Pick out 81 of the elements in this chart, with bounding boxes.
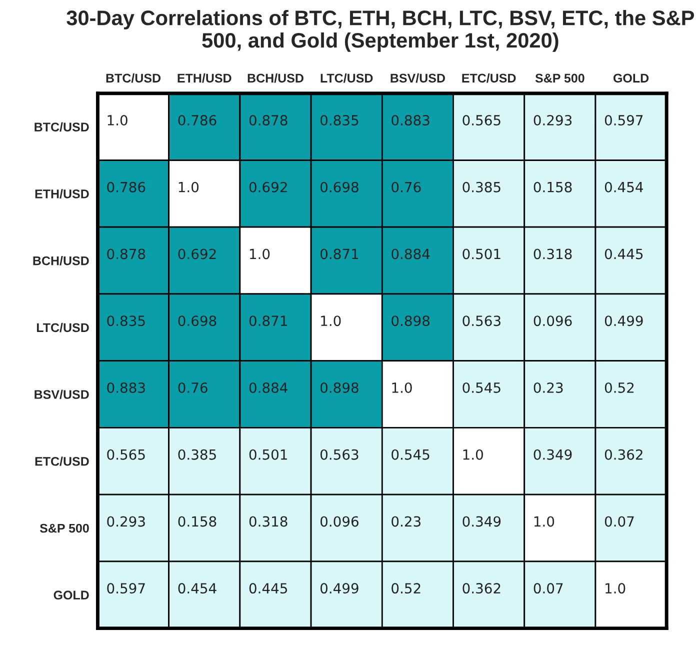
- data-label: 0.499: [604, 316, 643, 326]
- data-label: 0.898: [392, 316, 430, 326]
- data-label: 0.835: [320, 114, 358, 126]
- data-label: 0.884: [249, 382, 288, 393]
- x-tick-label: ETH/USD: [178, 73, 232, 83]
- y-tick-label: ETH/USD: [35, 189, 89, 198]
- data-label: 0.362: [462, 583, 500, 594]
- x-tick-label: GOLD: [613, 74, 649, 83]
- data-label: 0.501: [249, 449, 287, 460]
- data-label: 0.362: [604, 449, 642, 460]
- chart-title: 30-Day Correlations of BTC, ETH, BCH, LTC, BSV, ETC, the S&P 500, and Gold (September 1st, 2020): [66, 10, 694, 52]
- x-tick-label: BTC/USD: [106, 73, 161, 83]
- data-label: 0.786: [107, 182, 146, 192]
- data-label: 0.545: [392, 449, 430, 460]
- y-tick-label: GOLD: [54, 590, 89, 600]
- data-label: 0.52: [604, 382, 634, 393]
- data-label: 1.0: [250, 248, 270, 260]
- data-label: 0.878: [107, 248, 146, 260]
- data-label: 0.445: [604, 248, 643, 260]
- data-label: 0.786: [178, 114, 216, 126]
- data-label: 0.349: [534, 449, 572, 460]
- data-label: 1.0: [321, 316, 341, 326]
- data-label: 0.76: [178, 382, 208, 393]
- data-label: 0.698: [178, 316, 216, 326]
- data-label: 0.871: [249, 316, 287, 326]
- data-label: 0.692: [249, 182, 287, 192]
- x-tick-label: S&P 500: [535, 74, 584, 83]
- data-label: 0.501: [462, 248, 500, 260]
- data-label: 0.23: [392, 516, 420, 527]
- data-label: 0.871: [320, 248, 358, 260]
- data-label: 0.878: [249, 114, 288, 126]
- x-tick-label: LTC/USD: [320, 73, 373, 83]
- data-label: 0.158: [178, 516, 216, 527]
- data-label: 0.76: [392, 182, 421, 192]
- data-label: 0.565: [462, 114, 500, 126]
- data-label: 0.499: [320, 583, 358, 594]
- data-label: 0.883: [392, 114, 430, 126]
- data-label: 0.293: [107, 516, 145, 527]
- data-label: 1.0: [108, 114, 128, 126]
- data-label: 0.835: [107, 316, 145, 326]
- data-label: 0.096: [320, 516, 358, 527]
- data-label: 1.0: [534, 516, 554, 527]
- data-label: 0.545: [462, 382, 500, 393]
- y-tick-label: LTC/USD: [36, 322, 89, 332]
- data-label: 0.096: [534, 316, 572, 326]
- data-label: 0.898: [320, 382, 358, 393]
- data-label: 0.597: [604, 114, 643, 126]
- data-label: 1.0: [392, 382, 412, 393]
- data-label: 0.563: [320, 449, 358, 460]
- y-tick-label: S&P 500: [40, 524, 89, 533]
- data-label: 0.597: [107, 583, 145, 594]
- data-label: 0.884: [392, 248, 430, 260]
- y-tick-label: BSV/USD: [34, 390, 89, 400]
- data-label: 0.07: [604, 516, 634, 527]
- x-tick-label: BSV/USD: [390, 73, 445, 83]
- data-label: 0.698: [320, 182, 358, 192]
- data-label: 0.52: [392, 583, 420, 594]
- data-label: 0.692: [178, 248, 216, 260]
- y-tick-label: BTC/USD: [34, 122, 89, 132]
- x-tick-label: BCH/USD: [248, 73, 304, 83]
- data-label: 0.158: [534, 182, 572, 192]
- data-label: 0.385: [462, 182, 500, 192]
- data-label: 0.318: [534, 248, 572, 260]
- data-label: 0.883: [107, 382, 145, 393]
- data-label: 1.0: [463, 449, 483, 460]
- data-label: 0.23: [534, 382, 563, 393]
- data-label: 0.454: [604, 182, 643, 192]
- data-label: 1.0: [178, 182, 199, 192]
- data-label: 0.293: [534, 114, 572, 126]
- y-tick-label: BCH/USD: [33, 256, 89, 266]
- data-label: 0.385: [178, 449, 216, 460]
- data-label: 0.07: [534, 583, 563, 594]
- x-tick-label: ETC/USD: [462, 73, 516, 83]
- data-label: 0.445: [249, 583, 288, 594]
- data-label: 0.349: [462, 516, 501, 527]
- data-label: 0.565: [107, 449, 145, 460]
- data-label: 0.454: [178, 583, 216, 594]
- y-tick-label: ETC/USD: [35, 456, 89, 466]
- data-label: 0.318: [249, 516, 288, 527]
- data-label: 0.563: [462, 316, 500, 326]
- data-label: 1.0: [606, 583, 626, 594]
